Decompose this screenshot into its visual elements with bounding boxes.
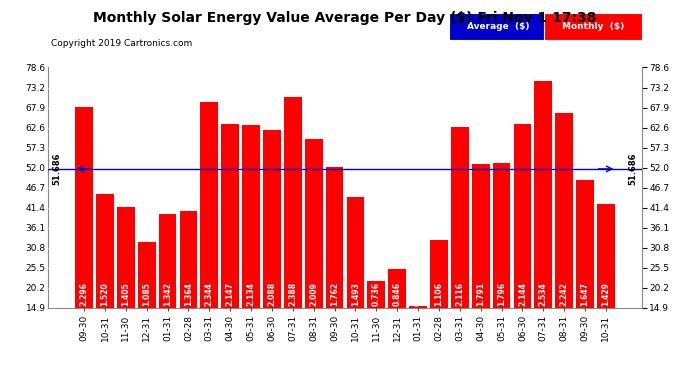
- Bar: [179, 211, 197, 308]
- Text: 0.846: 0.846: [393, 282, 402, 306]
- Bar: [513, 124, 531, 308]
- Text: 2.116: 2.116: [455, 282, 464, 306]
- Bar: [263, 130, 281, 308]
- Bar: [326, 167, 344, 308]
- Text: 2.242: 2.242: [560, 282, 569, 306]
- Text: 2.296: 2.296: [79, 282, 88, 306]
- Text: 2.344: 2.344: [205, 282, 214, 306]
- Text: 2.388: 2.388: [288, 282, 297, 306]
- Text: 1.085: 1.085: [142, 282, 151, 306]
- Bar: [597, 204, 615, 308]
- Text: Average  ($): Average ($): [466, 22, 529, 31]
- Bar: [284, 97, 302, 308]
- Bar: [576, 180, 594, 308]
- Text: Monthly Solar Energy Value Average Per Day ($) Fri Nov 1 17:38: Monthly Solar Energy Value Average Per D…: [93, 11, 597, 25]
- Bar: [346, 197, 364, 308]
- Bar: [96, 194, 114, 308]
- Text: 1.520: 1.520: [101, 282, 110, 306]
- Bar: [534, 81, 552, 308]
- Text: 1.429: 1.429: [602, 282, 611, 306]
- Bar: [159, 214, 177, 308]
- Text: 1.364: 1.364: [184, 282, 193, 306]
- Text: 1.647: 1.647: [580, 282, 589, 306]
- Text: Copyright 2019 Cartronics.com: Copyright 2019 Cartronics.com: [51, 39, 193, 48]
- Text: 1.791: 1.791: [476, 282, 485, 306]
- Text: 2.134: 2.134: [246, 282, 255, 306]
- Bar: [305, 139, 322, 308]
- Text: 51.686: 51.686: [52, 153, 61, 185]
- Bar: [388, 269, 406, 308]
- Bar: [138, 242, 156, 308]
- Bar: [493, 163, 511, 308]
- Text: 0.736: 0.736: [372, 282, 381, 306]
- Bar: [368, 281, 385, 308]
- Bar: [75, 107, 93, 308]
- Text: 1.493: 1.493: [351, 282, 360, 306]
- Text: 0.520: 0.520: [413, 282, 422, 306]
- Bar: [430, 240, 448, 308]
- Text: 2.088: 2.088: [268, 282, 277, 306]
- Text: 2.147: 2.147: [226, 282, 235, 306]
- Text: 1.405: 1.405: [121, 282, 130, 306]
- Text: 1.762: 1.762: [330, 282, 339, 306]
- Text: 1.342: 1.342: [163, 282, 172, 306]
- Text: 1.796: 1.796: [497, 282, 506, 306]
- Text: Monthly  ($): Monthly ($): [562, 22, 624, 31]
- Bar: [555, 113, 573, 308]
- Text: 1.106: 1.106: [435, 282, 444, 306]
- Text: 2.144: 2.144: [518, 282, 527, 306]
- Text: 51.686: 51.686: [629, 153, 638, 185]
- Bar: [409, 306, 427, 308]
- Bar: [221, 124, 239, 308]
- Bar: [242, 125, 260, 308]
- Bar: [117, 207, 135, 308]
- FancyBboxPatch shape: [544, 13, 642, 40]
- FancyBboxPatch shape: [449, 13, 546, 40]
- Bar: [201, 102, 218, 308]
- Bar: [472, 164, 489, 308]
- Text: 2.009: 2.009: [309, 282, 318, 306]
- Text: 2.534: 2.534: [539, 282, 548, 306]
- Bar: [451, 127, 469, 308]
